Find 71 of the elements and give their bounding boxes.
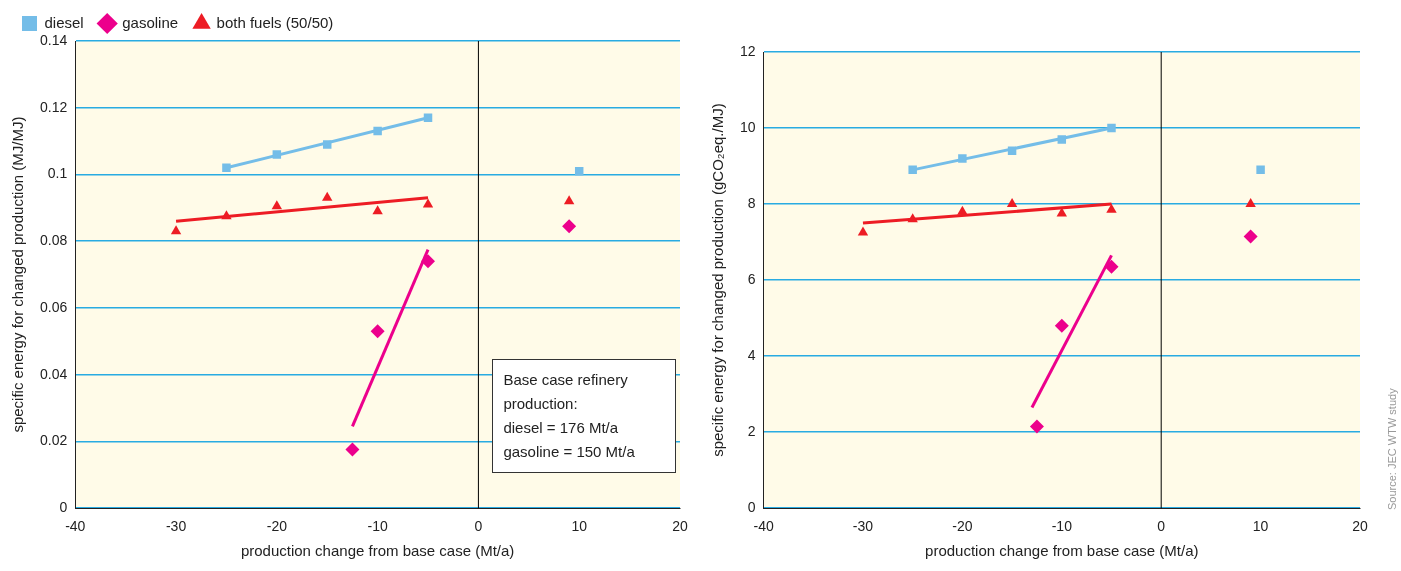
- y-tick-label: 0.1: [47, 165, 68, 182]
- point: [1006, 198, 1018, 208]
- x-tick-label: -10: [1051, 518, 1073, 535]
- y-tick-label: 10: [739, 118, 756, 135]
- point: [1057, 135, 1067, 144]
- y-tick-label: 0: [747, 499, 756, 516]
- y-axis-title: specific energy for changed production (gCO₂eq./MJ): [709, 103, 727, 457]
- point: [1256, 165, 1265, 175]
- y-tick-label: 4: [747, 346, 756, 363]
- y-tick-label: 2: [747, 423, 756, 440]
- point: [1107, 123, 1116, 133]
- y-tick-label: 0.06: [40, 298, 68, 315]
- point: [1245, 198, 1256, 208]
- point: [908, 165, 917, 175]
- y-tick-label: 0.04: [40, 365, 68, 382]
- point: [322, 140, 332, 149]
- y-tick-label: 0.08: [40, 232, 68, 249]
- point: [272, 150, 282, 159]
- point: [563, 195, 575, 205]
- source-note: Source: JEC WTW study: [1386, 388, 1398, 511]
- point: [562, 219, 577, 234]
- x-tick-label: -10: [367, 518, 388, 535]
- x-tick-label: 20: [672, 518, 688, 535]
- y-tick-label: 0: [59, 499, 68, 516]
- x-tick-label: -30: [165, 518, 187, 535]
- point: [907, 213, 918, 223]
- point: [958, 154, 967, 163]
- point: [857, 226, 869, 236]
- x-tick-label: 10: [1252, 518, 1269, 535]
- x-tick-label: -40: [65, 518, 86, 535]
- point: [422, 198, 434, 208]
- x-axis-title: production change from base case (Mt/a): [925, 542, 1199, 560]
- point: [1029, 419, 1044, 434]
- point: [271, 200, 283, 210]
- y-axis-title: specific energy for changed production (MJ/MJ): [9, 116, 27, 433]
- x-tick-label: -20: [266, 518, 288, 535]
- legend-label: both fuels (50/50): [216, 13, 334, 31]
- x-tick-label: 20: [1352, 518, 1368, 535]
- annotation: Base case refinery production:: [503, 370, 629, 415]
- point: [222, 163, 231, 173]
- legend-label: diesel: [44, 13, 84, 31]
- point: [345, 442, 360, 457]
- point: [221, 210, 232, 220]
- x-tick-label: 0: [1157, 518, 1166, 535]
- legend-label: gasoline: [122, 13, 179, 31]
- y-tick-label: 0.02: [40, 432, 68, 449]
- point: [372, 205, 383, 215]
- x-tick-label: -20: [952, 518, 973, 535]
- point: [373, 126, 382, 136]
- x-tick-label: -30: [852, 518, 874, 535]
- x-tick-label: 0: [474, 518, 483, 535]
- x-axis-title: production change from base case (Mt/a): [240, 542, 515, 560]
- annotation: diesel = 176 Mt/a: [503, 418, 620, 439]
- y-tick-label: 0.14: [40, 31, 68, 48]
- point: [421, 254, 436, 269]
- x-tick-label: 10: [571, 518, 588, 535]
- y-tick-label: 6: [747, 270, 756, 287]
- point: [1106, 203, 1117, 213]
- y-tick-label: 0.12: [40, 98, 68, 115]
- point: [370, 324, 385, 339]
- y-tick-label: 12: [739, 42, 756, 59]
- point: [1243, 229, 1258, 244]
- note-box: Base case refinery production: diesel = 176 Mt/a gasoline = 150 Mt/a: [492, 359, 677, 474]
- point: [957, 205, 968, 215]
- point: [322, 191, 333, 201]
- point: [170, 225, 182, 235]
- point: [1104, 259, 1119, 274]
- y-tick-label: 8: [747, 194, 756, 211]
- x-tick-label: -40: [753, 518, 774, 535]
- point: [1054, 318, 1069, 333]
- annotation: gasoline = 150 Mt/a: [503, 442, 636, 463]
